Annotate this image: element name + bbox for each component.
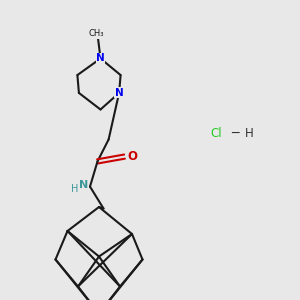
Text: N: N [79,179,88,190]
Text: N: N [115,88,124,98]
Text: ─: ─ [231,127,238,140]
Text: Cl: Cl [210,127,222,140]
Text: CH₃: CH₃ [89,29,104,38]
Text: H: H [71,184,78,194]
Text: O: O [127,150,137,163]
Text: H: H [244,127,253,140]
Text: N: N [96,53,105,64]
